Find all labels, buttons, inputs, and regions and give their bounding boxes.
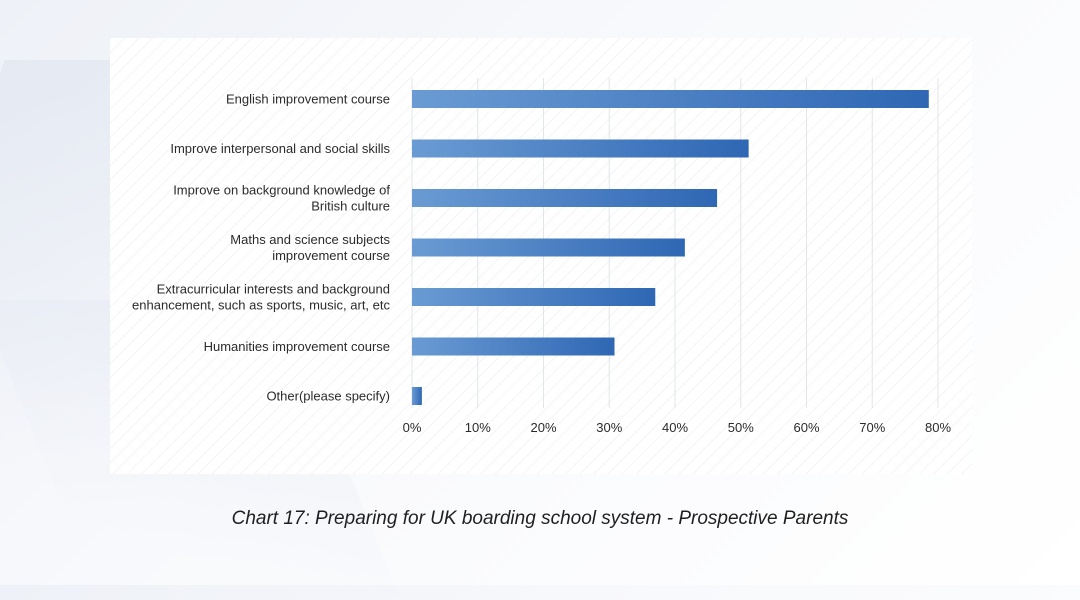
x-tick-label: 50% [728, 420, 754, 435]
category-label: Improve interpersonal and social skills [170, 141, 390, 156]
category-label: Maths and science subjects improvement co… [230, 232, 390, 263]
bar [412, 139, 749, 158]
chart-title: Chart 17: Preparing for UK boarding scho… [231, 508, 849, 529]
category-label: Other(please specify) [266, 389, 390, 404]
category-label: English improvement course [226, 92, 390, 107]
x-tick-label: 80% [925, 420, 951, 435]
bar [412, 387, 422, 405]
x-tick-label: 0% [403, 420, 422, 435]
x-tick-label: 70% [859, 420, 885, 435]
x-tick-label: 60% [793, 420, 819, 435]
bar [412, 90, 929, 108]
category-label: Humanities improvement course [204, 339, 390, 354]
chart-panel: English improvement course Improve interp… [110, 38, 972, 474]
bar [412, 238, 685, 257]
x-tick-label: 30% [596, 420, 622, 435]
x-tick-label: 20% [530, 420, 556, 435]
x-tick-label: 40% [662, 420, 688, 435]
bar [412, 288, 656, 306]
bar-chart: English improvement course Improve interp… [132, 78, 951, 435]
category-label: Extracurricular interests and background… [132, 282, 390, 313]
bar [412, 189, 718, 207]
x-tick-label: 10% [465, 420, 491, 435]
category-label: Improve on background knowledge of Britis… [173, 183, 390, 214]
bar [412, 337, 615, 356]
